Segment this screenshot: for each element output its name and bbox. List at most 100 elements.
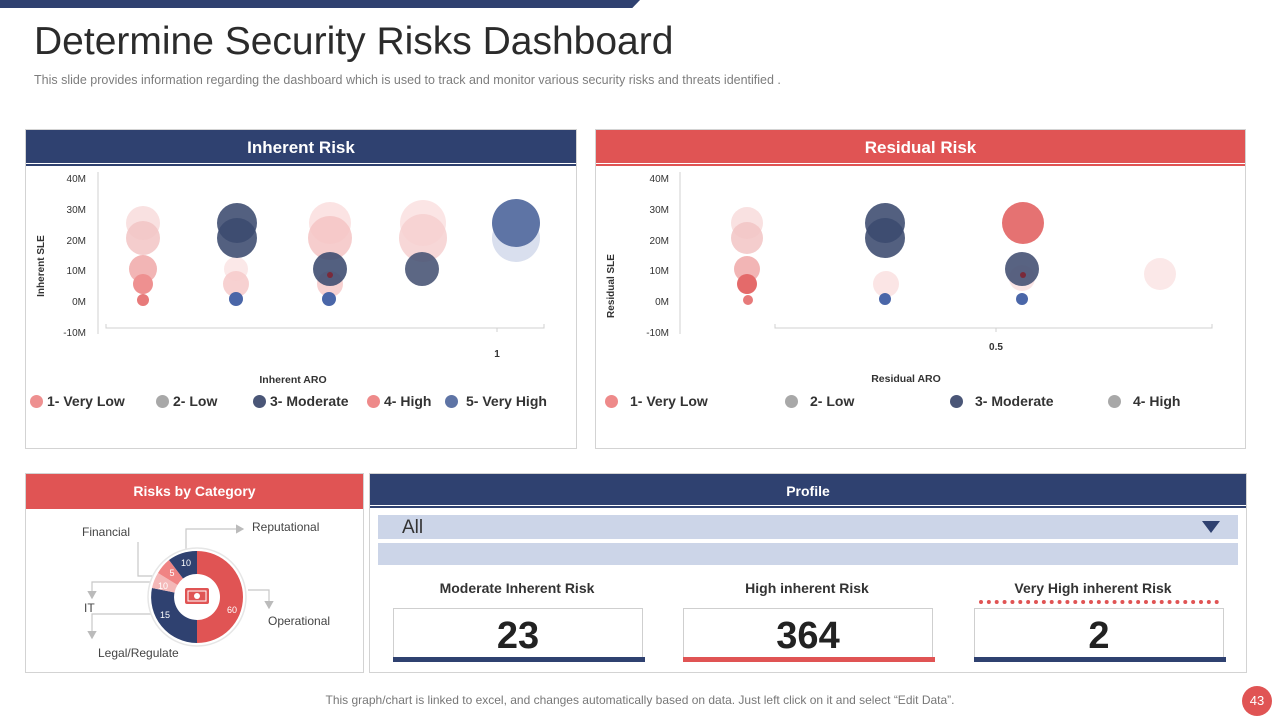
bubble-moderate [327,272,333,278]
bubble-very-low [731,222,763,254]
bubble-moderate [879,293,891,305]
residual-bubbles [731,202,1176,305]
bubble-very-low [743,295,753,305]
chevron-down-icon[interactable] [1202,521,1220,533]
legend-item: 1- Very Low [605,393,708,409]
inherent-risk-header: Inherent Risk [26,130,576,163]
profile-header-rule [370,506,1246,508]
legend-dot [445,394,458,408]
bubble-high [308,216,352,260]
bubble-high [1002,202,1044,244]
legend-label: 4- High [384,393,432,409]
inherent-ytick: 30M [67,205,86,216]
legend-dot [253,394,266,408]
residual-risk-header: Residual Risk [596,130,1245,163]
it-leader-line [87,581,156,600]
stat-underline [393,657,645,662]
inherent-bubbles [126,199,540,306]
legend-label: 3- Moderate [270,393,349,409]
inherent-y-ticks: 40M 30M 20M 10M 0M -10M [63,174,86,339]
inherent-ytick: -10M [63,328,86,339]
legend-item: 2- Low [785,393,854,409]
residual-ytick: -10M [646,328,669,339]
operational-leader-line [248,589,274,610]
inherent-risk-chart[interactable]: 40M 30M 20M 10M 0M -10M Inherent SLE 1 I… [26,166,576,406]
bubble-very-high [492,199,540,247]
top-accent-bar [0,0,640,8]
label-legal: Legal/Regulate [98,646,179,660]
legend-label: 1- Very Low [630,393,708,409]
label-it: IT [84,601,95,615]
inherent-ytick: 40M [67,174,86,185]
filter-selected-value: All [402,517,424,538]
legal-leader-line [87,613,166,640]
profile-filter-bar [378,543,1238,565]
risks-by-category-header: Risks by Category [26,474,363,509]
legend-label: 2- Low [810,393,855,409]
bubble-very-low [137,294,149,306]
legend-item: 2- Low [156,393,217,409]
donut-value-label: 15 [160,610,170,620]
bubble-moderate [217,218,257,258]
label-financial: Financial [82,525,130,539]
inherent-risk-panel: Inherent Risk 40M 30M 20M 10M 0M -10M In… [25,129,577,449]
legend-label: 4- High [1133,393,1181,409]
donut-value-label: 10 [181,558,191,568]
bubble-moderate [1020,272,1026,278]
legend-item: 3- Moderate [253,393,349,409]
donut-value-label: 5 [169,568,174,578]
residual-ytick: 0M [655,297,669,308]
legend-label: 3- Moderate [975,393,1054,409]
legend-dot [30,394,43,408]
stat-label: Very High inherent Risk [1014,580,1172,596]
page-number: 43 [1242,686,1272,716]
bubble-low [873,271,899,297]
risks-by-category-chart[interactable]: Financial Reputational IT Operational Le… [26,510,363,670]
donut-slice-it [152,573,178,593]
bubble-very-low [126,221,160,255]
bubble-high [399,214,447,262]
residual-ylabel: Residual SLE [606,254,617,318]
inherent-header-rule [26,164,576,166]
donut-slice-financial [169,550,197,579]
legend-dot [605,394,618,408]
residual-header-rule [596,164,1245,166]
inherent-xlabel: Inherent ARO [259,374,326,386]
donut-value-label: 60 [227,605,237,615]
label-operational: Operational [268,614,330,628]
bubble-moderate [405,252,439,286]
stat-label: High inherent Risk [745,580,869,596]
bubble-moderate [1016,293,1028,305]
legend-label: 2- Low [173,393,218,409]
stat-label: Moderate Inherent Risk [439,580,595,596]
legend-label: 5- Very High [466,393,547,409]
residual-ytick: 40M [650,174,669,185]
stat-value: 2 [974,608,1224,661]
donut-slice-reputational [197,551,243,643]
inherent-ytick: 10M [67,266,86,277]
profile-filter-dropdown[interactable]: All [378,515,1238,539]
residual-x-axis-bracket [774,324,1213,332]
residual-risk-chart[interactable]: 40M 30M 20M 10M 0M -10M Residual SLE 0.5… [596,166,1245,406]
legend-dot [950,394,963,408]
residual-ytick: 30M [650,205,669,216]
footer-note: This graph/chart is linked to excel, and… [325,693,955,707]
residual-y-ticks: 40M 30M 20M 10M 0M -10M [646,174,669,339]
residual-risk-panel: Residual Risk 40M 30M 20M 10M 0M -10M Re… [595,129,1246,449]
legend-dot [367,394,380,408]
legend-item: 3- Moderate [950,393,1054,409]
stat-underline [974,657,1226,662]
bubble-moderate [865,218,905,258]
label-reputational: Reputational [252,520,319,534]
bubble-moderate [313,252,347,286]
bubble-very-low [133,274,153,294]
bubble-moderate [229,292,243,306]
page-subtitle: This slide provides information regardin… [34,73,781,87]
legend-item: 5- Very High [445,393,547,409]
page-title: Determine Security Risks Dashboard [34,20,674,63]
residual-ytick: 10M [650,266,669,277]
bubble-moderate [322,292,336,306]
inherent-xtick: 1 [494,349,500,360]
legend-dot [785,394,798,408]
legend-item: 1- Very Low [30,393,125,409]
